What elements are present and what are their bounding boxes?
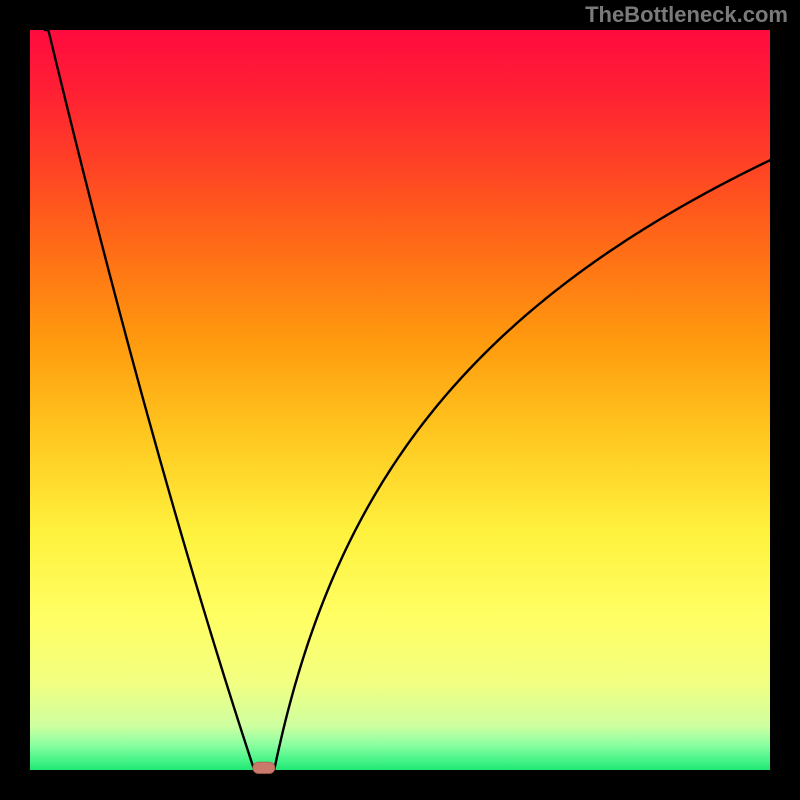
chart-container: TheBottleneck.com	[0, 0, 800, 800]
bottleneck-chart: TheBottleneck.com	[0, 0, 800, 800]
watermark-text: TheBottleneck.com	[585, 2, 788, 27]
chart-plot-area	[30, 30, 770, 770]
optimal-marker	[253, 762, 275, 773]
